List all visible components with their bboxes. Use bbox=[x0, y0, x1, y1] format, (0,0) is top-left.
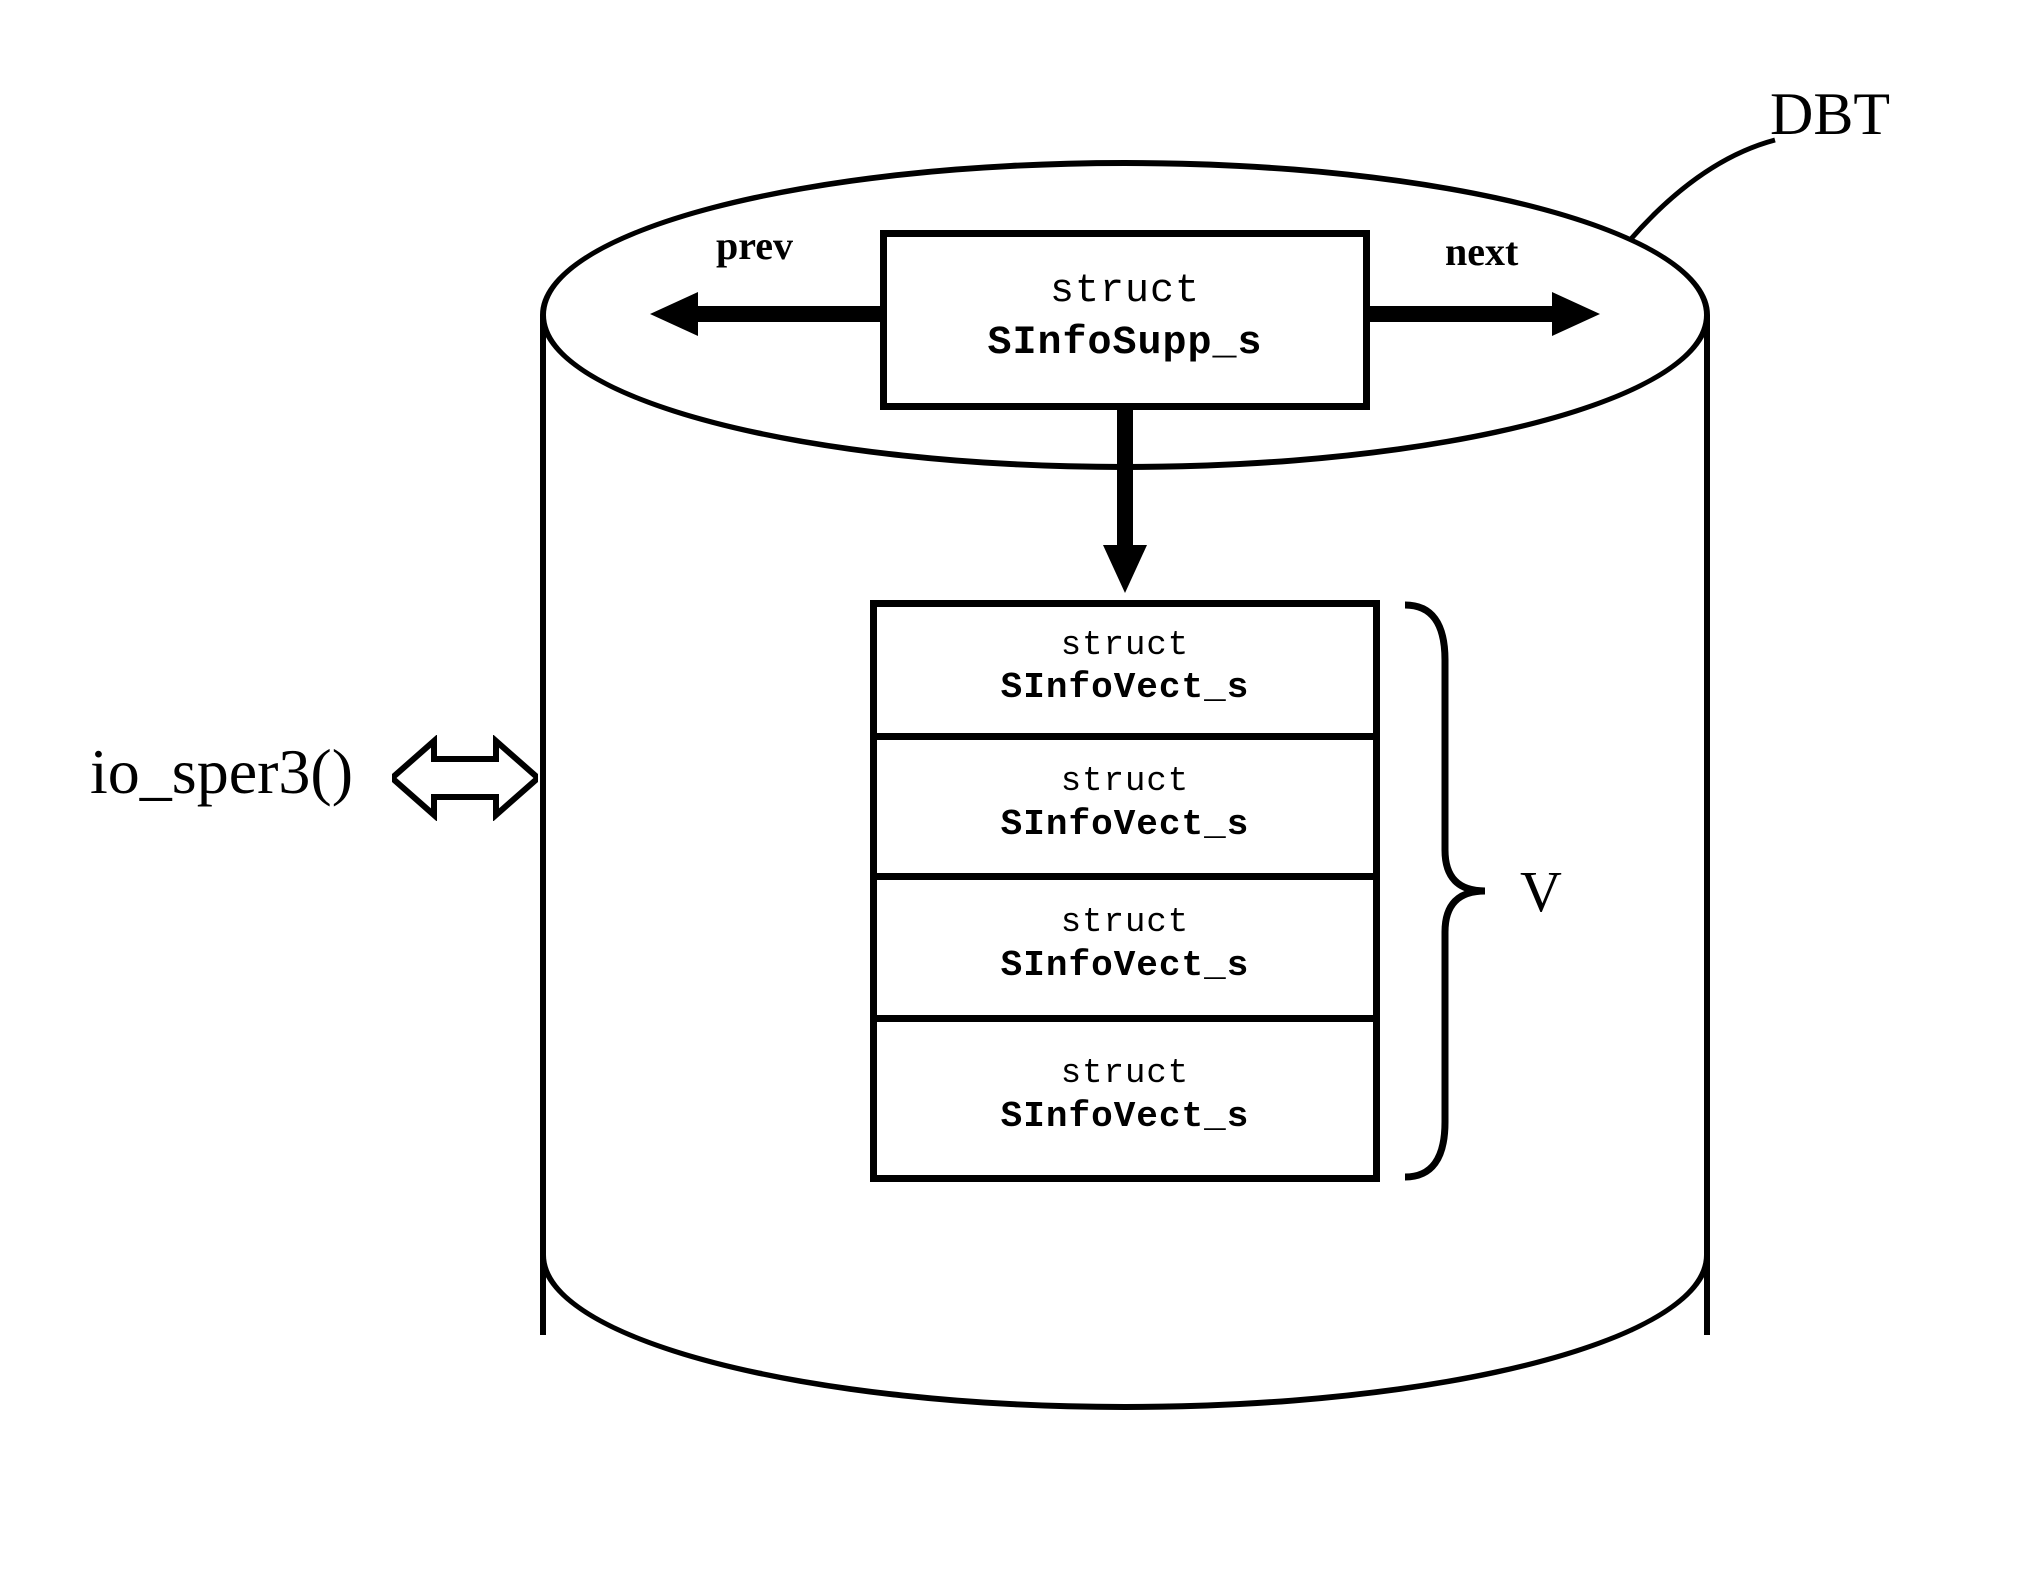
header-line1: struct bbox=[1050, 268, 1200, 316]
vector-label: V bbox=[1520, 858, 1562, 925]
next-arrow-line bbox=[1370, 306, 1554, 322]
stack-row-3-line2: SInfoVect_s bbox=[1001, 1094, 1250, 1141]
vector-brace bbox=[1395, 600, 1495, 1182]
stack-row-2: struct SInfoVect_s bbox=[870, 880, 1380, 1022]
stack-row-0-line1: struct bbox=[1061, 628, 1189, 665]
next-arrow-head bbox=[1552, 292, 1600, 336]
down-arrow-line bbox=[1117, 410, 1133, 550]
diagram-canvas: DBT struct SInfoSupp_s prev next struct … bbox=[0, 0, 2021, 1594]
stack-row-3: struct SInfoVect_s bbox=[870, 1022, 1380, 1182]
dbt-leader-line bbox=[1620, 130, 1800, 250]
function-call-label: io_sper3() bbox=[90, 735, 353, 809]
stack-row-2-line2: SInfoVect_s bbox=[1001, 943, 1250, 990]
stack-row-1-line1: struct bbox=[1061, 764, 1189, 801]
header-line2: SInfoSupp_s bbox=[987, 316, 1262, 372]
header-struct-box: struct SInfoSupp_s bbox=[880, 230, 1370, 410]
next-label: next bbox=[1445, 228, 1518, 275]
stack-row-0: struct SInfoVect_s bbox=[870, 600, 1380, 740]
prev-arrow-head bbox=[650, 292, 698, 336]
prev-label: prev bbox=[716, 222, 793, 269]
stack-row-3-line1: struct bbox=[1061, 1056, 1189, 1093]
stack-row-1-line2: SInfoVect_s bbox=[1001, 802, 1250, 849]
stack-row-2-line1: struct bbox=[1061, 905, 1189, 942]
stack-row-1: struct SInfoVect_s bbox=[870, 740, 1380, 880]
prev-arrow-line bbox=[696, 306, 880, 322]
vector-stack: struct SInfoVect_s struct SInfoVect_s st… bbox=[870, 600, 1380, 1182]
double-arrow-icon bbox=[392, 735, 538, 821]
down-arrow-head bbox=[1103, 545, 1147, 593]
stack-row-0-line2: SInfoVect_s bbox=[1001, 665, 1250, 712]
